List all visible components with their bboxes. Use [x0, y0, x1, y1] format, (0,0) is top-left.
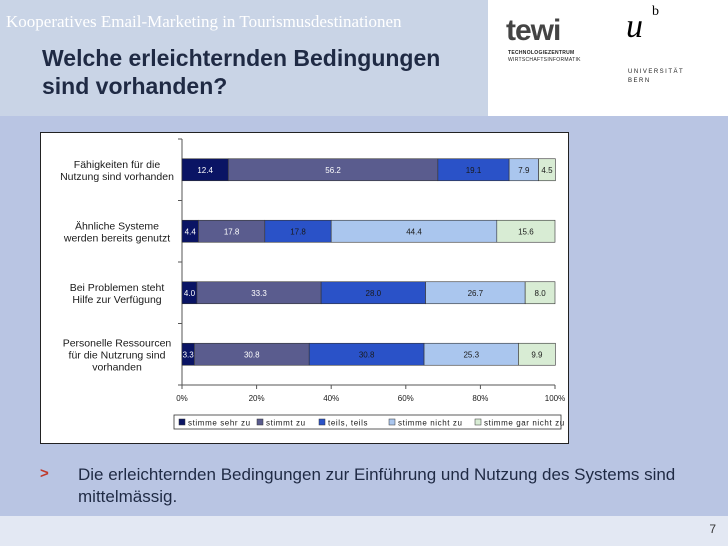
legend-swatch	[256, 418, 264, 426]
page-number: 7	[709, 522, 716, 536]
data-label: 4.0	[184, 289, 196, 298]
legend-box	[173, 414, 562, 430]
data-label: 3.3	[183, 350, 195, 359]
category-label: Ähnliche Systeme	[75, 220, 159, 232]
x-tick-label: 20%	[249, 394, 265, 403]
data-label: 7.9	[518, 166, 530, 175]
x-tick-label: 0%	[176, 394, 188, 403]
data-label: 30.8	[244, 350, 260, 359]
unibe-logo-line-2: BERN	[628, 78, 651, 84]
tewi-logo-subtitle-2: WIRTSCHAFTSINFORMATIK	[508, 57, 581, 63]
stacked-bar-chart: 12.4 56.2 19.1 7.9 4.5 Fähigkeiten für dieNut…	[60, 138, 565, 430]
category-label: Personelle Ressourcen	[63, 337, 172, 349]
data-label: 56.2	[325, 166, 341, 175]
tewi-logo-subtitle: TECHNOLOGIEZENTRUM	[508, 50, 575, 56]
legend-swatch	[388, 418, 396, 426]
unibe-logo-text: UNIVERSITÄT BERN	[628, 68, 684, 86]
presentation-kicker: Kooperatives Email-Marketing in Tourismu…	[6, 12, 402, 31]
slide-title-line-2: sind vorhanden?	[42, 73, 228, 99]
university-bern-logo: u b UNIVERSITÄT BERN	[626, 4, 716, 90]
data-label: 17.8	[290, 227, 306, 236]
data-label: 26.7	[468, 289, 484, 298]
data-label: 8.0	[535, 289, 547, 298]
slide-title: Welche erleichternden Bedingungen sind v…	[42, 44, 440, 100]
legend-swatch	[178, 418, 186, 426]
data-label: 15.6	[518, 227, 534, 236]
conclusion-text: Die erleichternden Bedingungen zur Einfü…	[78, 465, 676, 506]
data-label: 33.3	[251, 289, 267, 298]
tewi-logo: tewi TECHNOLOGIEZENTRUM WIRTSCHAFTSINFOR…	[506, 14, 602, 64]
data-label: 4.4	[185, 227, 197, 236]
chart-frame: 12.4 56.2 19.1 7.9 4.5 Fähigkeiten für die Nut…	[40, 132, 569, 444]
legend-label: teils, teils	[328, 419, 368, 428]
data-label: 25.3	[463, 350, 479, 359]
legend-label: stimme sehr zu	[188, 419, 251, 428]
footer-band	[0, 516, 728, 546]
category-label: Nutzung sind vorhanden	[60, 171, 174, 183]
bar-segment	[496, 219, 556, 243]
x-tick-label: 80%	[472, 394, 488, 403]
category-label: Bei Problemen steht	[70, 282, 165, 294]
legend-label: stimme nicht zu	[398, 419, 463, 428]
legend-label: stimmt zu	[266, 419, 306, 428]
data-label: 9.9	[531, 350, 543, 359]
unibe-logo-line-1: UNIVERSITÄT	[628, 69, 685, 75]
bar-segment	[518, 342, 556, 366]
x-tick-label: 40%	[323, 394, 339, 403]
bullet-arrow: >	[40, 465, 49, 482]
legend-label: stimme gar nicht zu	[484, 419, 565, 428]
slide-title-line-1: Welche erleichternden Bedingungen	[42, 45, 441, 71]
unibe-logo-u: u	[626, 8, 643, 45]
data-label: 17.8	[224, 227, 240, 236]
data-label: 44.4	[406, 227, 422, 236]
tewi-logo-word: tewi	[506, 14, 561, 47]
x-tick-label: 100%	[545, 394, 565, 403]
legend-swatch	[318, 418, 326, 426]
data-label: 19.1	[466, 166, 482, 175]
data-label: 4.5	[541, 166, 553, 175]
unibe-logo-b: b	[652, 4, 659, 19]
data-label: 28.0	[366, 289, 382, 298]
data-label: 30.8	[359, 350, 375, 359]
category-label: vorhanden	[92, 361, 142, 373]
header-band	[0, 0, 488, 116]
data-label: 12.4	[197, 166, 213, 175]
legend-swatch	[474, 418, 482, 426]
category-label: für die Nutzrung sind	[69, 349, 166, 361]
bar-segment	[524, 281, 556, 305]
category-label: Hilfe zur Verfügung	[72, 294, 161, 306]
category-label: Fähigkeiten für die	[74, 159, 161, 171]
x-tick-label: 60%	[398, 394, 414, 403]
category-label: werden bereits genutzt	[63, 232, 170, 244]
bar-segment	[538, 158, 556, 182]
